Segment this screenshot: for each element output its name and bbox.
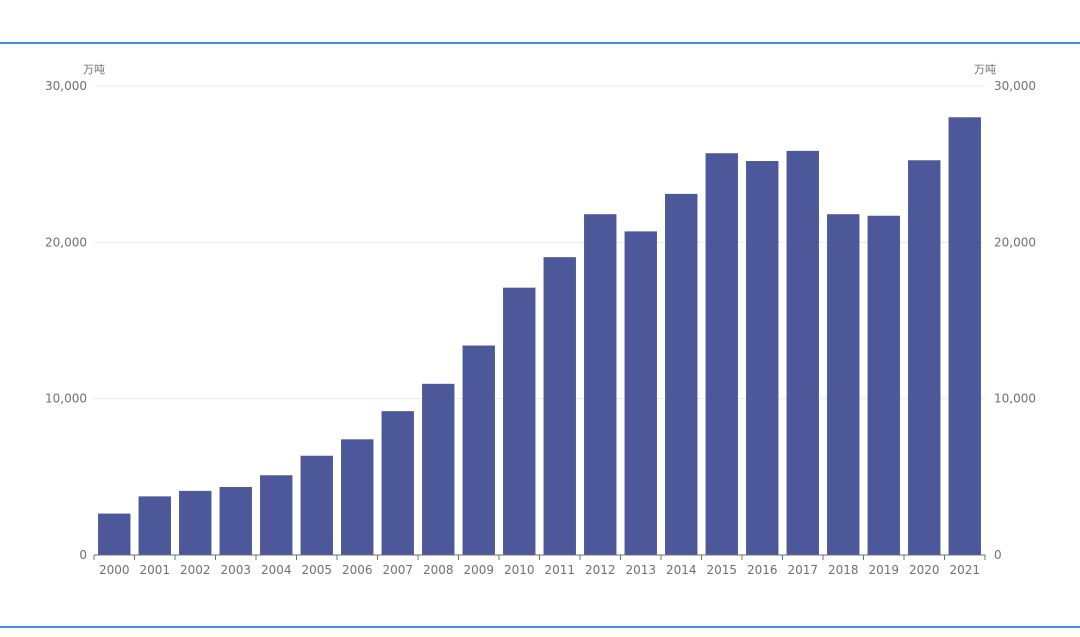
x-tick-label: 2001 [139,563,170,577]
x-tick-label: 2007 [382,563,413,577]
bar [179,490,212,555]
bottom-border-line [0,626,1080,628]
x-tick-label: 2020 [909,563,940,577]
x-tick-label: 2017 [787,563,818,577]
x-tick-label: 2008 [423,563,454,577]
x-tick-label: 2004 [261,563,292,577]
x-tick-label: 2013 [625,563,656,577]
bar [462,345,495,555]
x-tick-label: 2005 [301,563,332,577]
bar [705,153,738,555]
bar [786,150,819,555]
y-tick-label-right: 10,000 [994,392,1036,406]
bar [260,475,293,555]
x-tick-label: 2015 [706,563,737,577]
axes [93,554,986,560]
x-tick-label: 2011 [544,563,575,577]
bar [543,257,576,555]
bar [665,193,698,555]
bar [624,231,657,555]
x-tick-label: 2012 [585,563,616,577]
x-tick-label: 2000 [99,563,130,577]
x-tick-label: 2009 [463,563,494,577]
bar [827,214,860,555]
y-axis-left-unit: 万吨 [83,63,105,76]
bar [341,439,374,555]
bar [422,383,455,555]
y-tick-label-right: 20,000 [994,235,1036,249]
bar [503,287,536,555]
bar [219,486,252,555]
x-tick-label: 2018 [828,563,859,577]
bar [300,455,333,555]
bar [138,496,171,555]
tick-labels: 0 0 10,000 10,000 20,000 20,000 30,000 30,000 20… [45,79,1036,577]
y-tick-label-right: 0 [994,548,1002,562]
x-tick-label: 2016 [747,563,778,577]
x-tick-label: 2003 [220,563,251,577]
bar [381,411,414,555]
bar [867,215,900,556]
bar [584,214,617,555]
bar [746,161,779,556]
x-tick-label: 2002 [180,563,211,577]
bars [98,117,981,556]
bar [98,513,131,555]
y-tick-label-right: 30,000 [994,79,1036,93]
y-tick-label-left: 0 [79,548,87,562]
top-border-line [0,42,1080,44]
x-tick-label: 2014 [666,563,697,577]
y-axis-right-unit: 万吨 [974,63,996,76]
y-tick-label-left: 20,000 [45,235,87,249]
x-tick-label: 2021 [949,563,980,577]
x-tick-label: 2019 [868,563,899,577]
x-tick-label: 2006 [342,563,373,577]
y-tick-label-left: 30,000 [45,79,87,93]
y-tick-label-left: 10,000 [45,392,87,406]
bar [908,160,941,555]
x-tick-label: 2010 [504,563,535,577]
bar [948,117,981,556]
